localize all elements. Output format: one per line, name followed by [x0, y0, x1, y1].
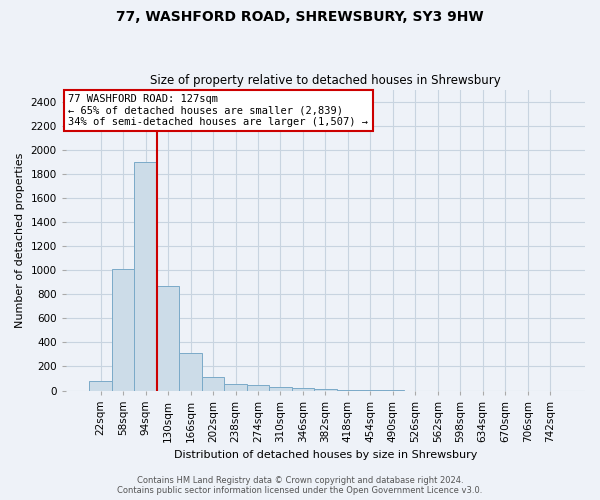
Title: Size of property relative to detached houses in Shrewsbury: Size of property relative to detached ho… — [150, 74, 501, 87]
Bar — [134, 162, 157, 390]
Bar — [202, 376, 224, 390]
Bar — [157, 286, 179, 391]
Bar — [292, 388, 314, 390]
Bar — [89, 381, 112, 390]
Text: 77, WASHFORD ROAD, SHREWSBURY, SY3 9HW: 77, WASHFORD ROAD, SHREWSBURY, SY3 9HW — [116, 10, 484, 24]
Bar — [179, 352, 202, 391]
X-axis label: Distribution of detached houses by size in Shrewsbury: Distribution of detached houses by size … — [174, 450, 477, 460]
Bar — [269, 387, 292, 390]
Bar — [112, 269, 134, 390]
Text: 77 WASHFORD ROAD: 127sqm
← 65% of detached houses are smaller (2,839)
34% of sem: 77 WASHFORD ROAD: 127sqm ← 65% of detach… — [68, 94, 368, 128]
Y-axis label: Number of detached properties: Number of detached properties — [15, 152, 25, 328]
Bar — [247, 385, 269, 390]
Text: Contains HM Land Registry data © Crown copyright and database right 2024.
Contai: Contains HM Land Registry data © Crown c… — [118, 476, 482, 495]
Bar — [224, 384, 247, 390]
